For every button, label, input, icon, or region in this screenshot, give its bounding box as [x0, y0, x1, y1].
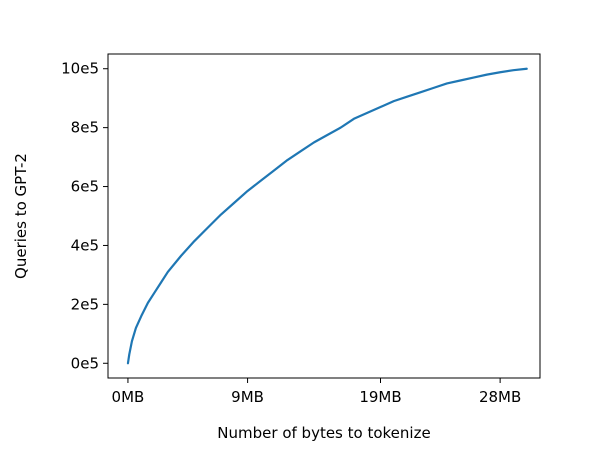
series-line — [126, 67, 528, 365]
ticks: 0MB 9MB 19MB 28MB 0e5 2e5 4e5 6e5 8e5 10e5 — [61, 60, 521, 406]
y-axis-label: Queries to GPT-2 — [12, 153, 30, 279]
plot-area — [126, 67, 528, 365]
y-tick-label: 0e5 — [71, 354, 99, 372]
plot-frame — [107, 53, 541, 379]
x-tick-label: 9MB — [231, 388, 264, 406]
y-tick-label: 10e5 — [61, 60, 99, 78]
x-axis-label: Number of bytes to tokenize — [217, 424, 430, 442]
x-tick-label: 0MB — [112, 388, 145, 406]
x-tick-label: 19MB — [359, 388, 401, 406]
y-tick-label: 6e5 — [71, 178, 99, 196]
y-tick-label: 2e5 — [71, 295, 99, 313]
y-tick-label: 4e5 — [71, 236, 99, 254]
y-tick-label: 8e5 — [71, 119, 99, 137]
x-tick-label: 28MB — [479, 388, 521, 406]
